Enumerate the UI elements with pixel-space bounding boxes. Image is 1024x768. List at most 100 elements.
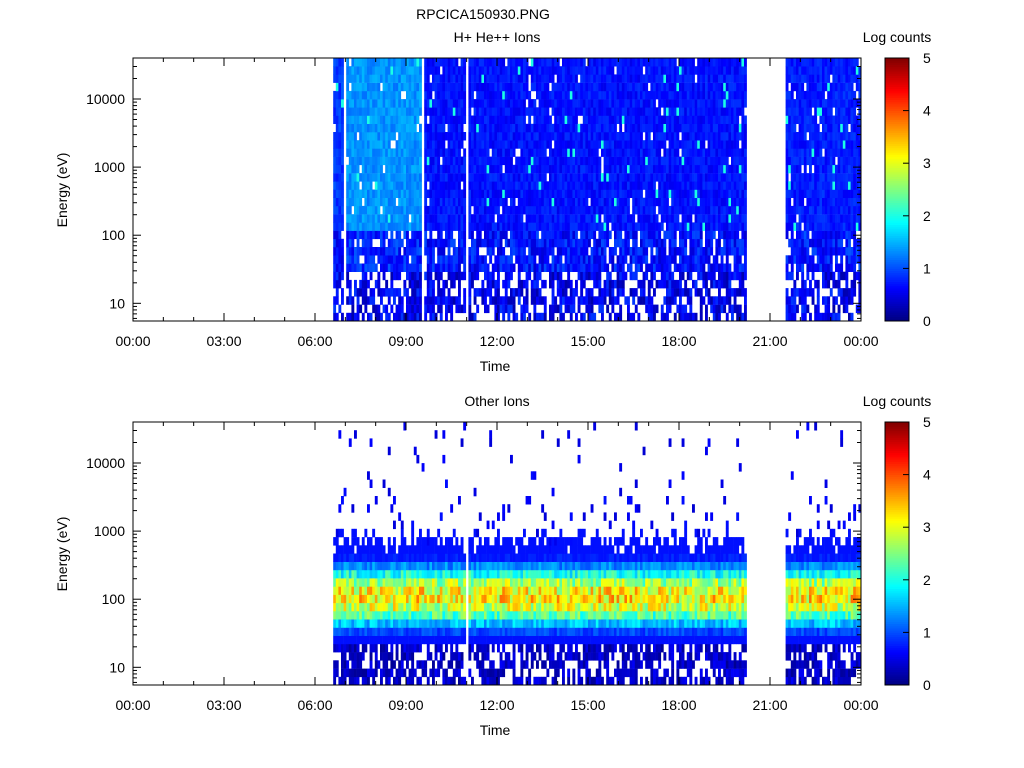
spectrogram-cell <box>569 82 573 92</box>
spectrogram-cell <box>528 156 532 166</box>
spectrogram-cell <box>650 279 654 289</box>
spectrogram-cell <box>429 123 433 133</box>
spectrogram-cell <box>788 90 792 100</box>
spectrogram-cell <box>720 90 724 100</box>
spectrogram-cell <box>471 312 474 322</box>
spectrogram-cell <box>788 156 792 166</box>
spectrogram-cell <box>689 156 693 166</box>
spectrogram-cell <box>390 255 394 264</box>
spectrogram-cell <box>530 296 534 305</box>
spectrogram-cell <box>738 132 742 141</box>
spectrogram-cell <box>411 156 415 166</box>
spectrogram-cell <box>832 197 836 207</box>
spectrogram-cell <box>590 288 594 297</box>
spectrogram-cell <box>803 238 807 248</box>
spectrogram-cell <box>702 156 706 166</box>
spectrogram-cell <box>720 205 724 215</box>
spectrogram-cell <box>572 132 576 141</box>
spectrogram-cell <box>369 99 373 108</box>
spectrogram-cell <box>512 115 516 124</box>
spectrogram-cell <box>645 123 649 133</box>
spectrogram-cell <box>601 115 604 124</box>
spectrogram-cell <box>523 263 526 272</box>
spectrogram-cell <box>832 173 836 182</box>
spectrogram-cell <box>374 214 378 223</box>
spectrogram-cell <box>666 132 669 141</box>
spectrogram-cell <box>712 255 716 264</box>
spectrogram-cell <box>471 74 474 83</box>
spectrogram-cell <box>538 189 542 198</box>
spectrogram-cell <box>668 205 672 215</box>
spectrogram-cell <box>564 148 568 157</box>
spectrogram-cell <box>710 279 714 289</box>
spectrogram-cell <box>382 181 386 190</box>
spectrogram-cell <box>790 205 794 215</box>
spectrogram-cell <box>419 230 422 240</box>
spectrogram-cell <box>738 107 742 116</box>
spectrogram-cell <box>666 296 669 305</box>
spectrogram-cell <box>582 197 586 207</box>
spectrogram-cell <box>811 189 815 198</box>
spectrogram-cell <box>393 271 396 281</box>
spectrogram-cell <box>406 312 409 322</box>
spectrogram-cell <box>575 173 578 182</box>
spectrogram-cell <box>385 74 389 83</box>
spectrogram-cell <box>692 173 695 182</box>
spectrogram-cell <box>645 58 649 67</box>
spectrogram-cell <box>559 140 563 149</box>
spectrogram-cell <box>478 132 482 141</box>
spectrogram-cell <box>377 66 381 75</box>
spectrogram-cell <box>801 247 805 256</box>
spectrogram-cell <box>372 123 376 133</box>
spectrogram-cell <box>744 255 747 264</box>
spectrogram-cell <box>398 156 402 166</box>
spectrogram-cell <box>621 115 625 124</box>
spectrogram-cell <box>502 82 506 92</box>
spectrogram-cell <box>614 107 617 116</box>
spectrogram-cell <box>481 238 485 248</box>
spectrogram-cell <box>403 288 407 297</box>
spectrogram-cell <box>738 271 742 281</box>
spectrogram-cell <box>705 58 708 67</box>
spectrogram-cell <box>494 58 498 67</box>
spectrogram-cell <box>663 197 667 207</box>
spectrogram-cell <box>416 296 420 305</box>
spectrogram-cell <box>658 123 662 133</box>
spectrogram-cell <box>359 156 363 166</box>
spectrogram-cell <box>546 140 550 149</box>
spectrogram-cell <box>455 255 459 264</box>
spectrogram-cell <box>694 140 698 149</box>
spectrogram-cell <box>434 115 438 124</box>
spectrogram-cell <box>785 222 789 231</box>
spectrogram-cell <box>699 312 703 322</box>
spectrogram-cell <box>624 197 628 207</box>
spectrogram-cell <box>653 123 656 133</box>
spectrogram-cell <box>619 189 623 198</box>
spectrogram-cell <box>554 181 558 190</box>
spectrogram-cell <box>785 132 789 141</box>
spectrogram-cell <box>356 181 360 190</box>
spectrogram-cell <box>710 238 714 248</box>
spectrogram-cell <box>832 132 836 141</box>
spectrogram-cell <box>663 115 667 124</box>
spectrogram-cell <box>819 247 823 256</box>
spectrogram-cell <box>523 312 526 322</box>
spectrogram-cell <box>411 197 415 207</box>
spectrogram-cell <box>380 140 383 149</box>
spectrogram-cell <box>473 238 477 248</box>
spectrogram-cell <box>803 255 807 264</box>
spectrogram-cell <box>359 279 363 289</box>
spectrogram-cell <box>437 263 441 272</box>
spectrogram-cell <box>614 197 617 207</box>
spectrogram-cell <box>543 181 547 190</box>
spectrogram-cell <box>551 296 555 305</box>
spectrogram-cell <box>372 156 376 166</box>
spectrogram-cell <box>705 312 708 322</box>
spectrogram-cell <box>741 107 745 116</box>
spectrogram-cell <box>390 115 394 124</box>
spectrogram-cell <box>504 279 508 289</box>
spectrogram-cell <box>790 189 794 198</box>
spectrogram-cell <box>393 205 396 215</box>
spectrogram-cell <box>416 148 420 157</box>
spectrogram-cell <box>827 107 831 116</box>
